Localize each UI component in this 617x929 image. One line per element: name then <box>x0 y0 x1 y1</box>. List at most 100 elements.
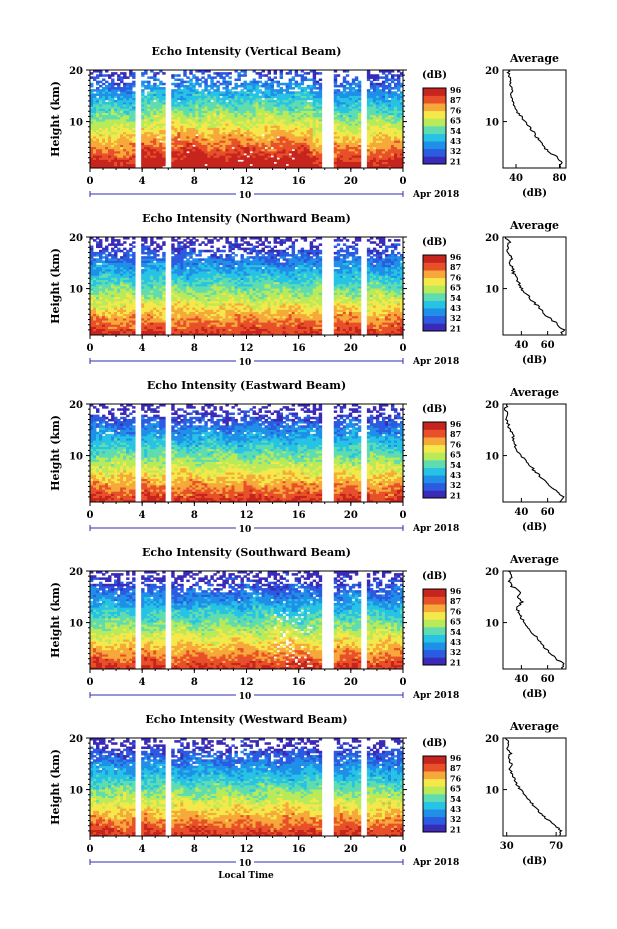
heatmap-cell <box>102 153 106 156</box>
heatmap-cell <box>198 119 202 122</box>
heatmap-cell <box>144 108 148 111</box>
heatmap-cell <box>186 116 190 120</box>
heatmap-cell <box>258 123 262 126</box>
heatmap-cell <box>126 146 130 150</box>
heatmap-cell <box>318 72 323 75</box>
heatmap-cell <box>129 157 133 160</box>
heatmap-cell <box>249 131 253 135</box>
heatmap-cell <box>387 82 392 86</box>
heatmap-cell <box>114 116 118 120</box>
heatmap-cell <box>288 78 293 82</box>
heatmap-cell <box>114 104 118 107</box>
heatmap-cell <box>237 148 241 152</box>
heatmap-cell <box>189 110 193 114</box>
heatmap-cell <box>303 93 308 96</box>
heatmap-cell <box>288 144 293 148</box>
heatmap-cell <box>123 114 127 118</box>
heatmap-cell <box>186 97 190 101</box>
heatmap-cell <box>258 72 262 75</box>
heatmap-cell <box>336 89 341 92</box>
heatmap-cell <box>240 157 244 160</box>
heatmap-cell <box>306 78 311 82</box>
heatmap-cell <box>198 136 202 139</box>
heatmap-cell <box>105 131 109 135</box>
heatmap-cell <box>129 93 133 96</box>
heatmap-cell <box>102 119 106 122</box>
heatmap-cell <box>174 106 178 109</box>
heatmap-cell <box>189 165 193 169</box>
heatmap-cell <box>258 76 262 79</box>
heatmap-cell <box>216 101 220 105</box>
heatmap-cell <box>111 74 115 77</box>
heatmap-cell <box>222 99 226 103</box>
heatmap-cell <box>90 95 94 99</box>
heatmap-cell <box>264 131 268 135</box>
heatmap-cell <box>117 123 121 126</box>
heatmap-cell <box>303 114 308 118</box>
heatmap-cell <box>147 153 151 156</box>
heatmap-cell <box>210 78 214 82</box>
heatmap-cell <box>279 129 284 133</box>
heatmap-cell <box>201 121 205 124</box>
heatmap-cell <box>96 157 100 160</box>
heatmap-cell <box>207 125 211 128</box>
heatmap-cell <box>225 72 229 75</box>
heatmap-cell <box>144 245 148 249</box>
heatmap-cell <box>198 114 202 118</box>
heatmap-cell <box>93 146 97 150</box>
heatmap-cell <box>282 110 287 114</box>
heatmap-cell <box>237 142 241 145</box>
heatmap-cell <box>147 123 151 126</box>
heatmap-cell <box>219 165 223 169</box>
heatmap-cell <box>294 70 299 73</box>
heatmap-cell <box>198 110 202 114</box>
heatmap-cell <box>183 144 187 148</box>
heatmap-cell <box>198 131 202 135</box>
heatmap-cell <box>342 76 347 79</box>
heatmap-cell <box>231 97 235 101</box>
heatmap-cell <box>246 123 250 126</box>
heatmap-cell <box>120 163 124 167</box>
heatmap-cell <box>300 159 305 163</box>
heatmap-cell <box>243 116 247 120</box>
heatmap-cell <box>132 108 136 111</box>
heatmap-cell <box>141 80 145 84</box>
heatmap-cell <box>288 104 293 107</box>
heatmap-cell <box>108 121 112 124</box>
heatmap-cell <box>267 155 271 158</box>
panel-2: Echo Intensity (Northward Beam)2010Heigh… <box>49 212 567 368</box>
heatmap-cell <box>396 93 401 96</box>
heatmap-cell <box>288 80 293 84</box>
heatmap-cell <box>159 108 163 111</box>
heatmap-cell <box>141 138 145 141</box>
heatmap-cell <box>90 133 94 137</box>
heatmap-cell <box>93 97 97 101</box>
heatmap-cell <box>129 97 133 101</box>
heatmap-cell <box>126 129 130 133</box>
heatmap-cell <box>279 112 284 116</box>
heatmap-cell <box>186 104 190 107</box>
heatmap-cell <box>162 95 166 99</box>
heatmap-cell <box>126 114 130 118</box>
heatmap-cell <box>120 91 124 94</box>
heatmap-cell <box>201 116 205 120</box>
heatmap-cell <box>285 157 290 160</box>
heatmap-cell <box>252 110 256 114</box>
heatmap-cell <box>132 76 136 79</box>
heatmap-cell <box>144 150 148 154</box>
heatmap-cell <box>213 142 217 145</box>
heatmap-cell <box>213 123 217 126</box>
heatmap-cell <box>297 142 302 145</box>
heatmap-cell <box>159 127 163 131</box>
heatmap-cell <box>222 108 226 111</box>
heatmap-cell <box>225 159 229 163</box>
heatmap-cell <box>150 84 154 88</box>
heatmap-cell <box>108 146 112 150</box>
heatmap-cell <box>243 70 247 73</box>
heatmap-cell <box>228 127 232 131</box>
heatmap-cell <box>129 148 133 152</box>
heatmap-cell <box>147 159 151 163</box>
heatmap-cell <box>231 129 235 133</box>
heatmap-cell <box>117 159 121 163</box>
heatmap-cell <box>294 108 299 111</box>
